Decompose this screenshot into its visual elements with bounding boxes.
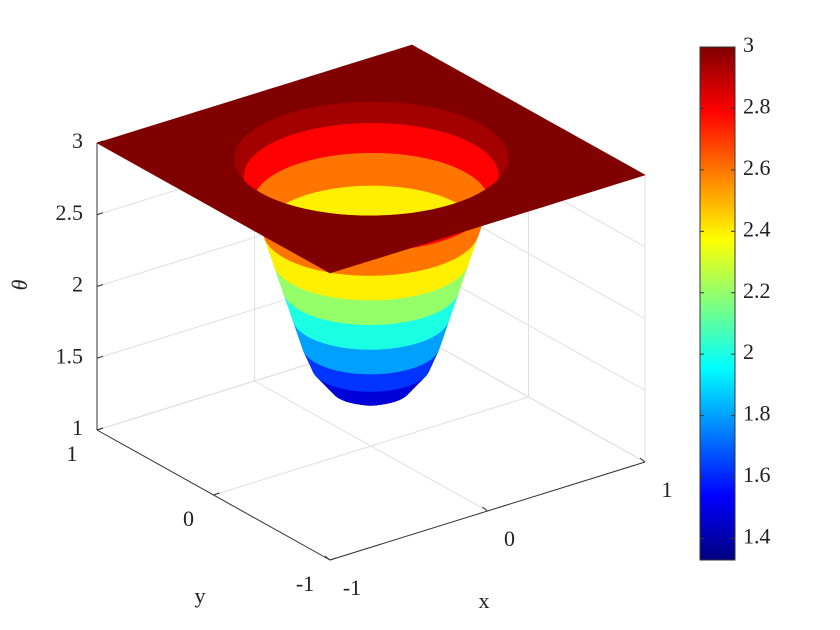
surface-plate: [329, 215, 363, 274]
surface-face: [366, 373, 374, 392]
y-tick-label: 0: [183, 506, 194, 531]
colorbar-tick-label: 1.8: [743, 401, 771, 426]
x-tick: [639, 457, 646, 463]
surface-face: [373, 274, 384, 301]
z-tick-label: 2: [72, 272, 83, 297]
x-tick-label: 0: [504, 526, 515, 551]
surface-face: [367, 152, 379, 187]
colorbar-tick-label: 2.6: [743, 155, 771, 180]
z-tick-label: 3: [72, 128, 83, 153]
z-axis-label: θ: [7, 279, 32, 290]
surface-face: [380, 298, 391, 325]
surface-face: [358, 185, 369, 220]
surface-face: [367, 185, 378, 220]
y-tick-label: 1: [67, 441, 78, 466]
colorbar-tick-label: 1.4: [743, 524, 771, 549]
y-axis-label: y: [195, 583, 206, 608]
surface-face: [372, 324, 382, 350]
surface-face: [355, 101, 368, 125]
x-tick: [482, 506, 488, 512]
axes-front: 1 1.5 2 2.5 3 -1 0 1 -1 0 1 1.4 1.6 1.8 2 2.2 2.4 2.6 2.8 3: [56, 32, 771, 600]
surface-face: [364, 275, 375, 301]
surface: [96, 44, 646, 406]
surface-face: [357, 324, 367, 350]
colorbar-tick-label: 2.4: [743, 216, 771, 241]
surface-face: [356, 299, 366, 326]
x-tick: [324, 555, 331, 561]
surface-face: [372, 373, 380, 392]
colorbar-tick-label: 3: [743, 32, 754, 57]
y-tick-label: -1: [296, 571, 314, 596]
colorbar: [699, 46, 736, 561]
x-axis-label: x: [479, 588, 490, 613]
surface-face: [372, 299, 383, 326]
surface-face: [356, 123, 369, 154]
colorbar-tick-label: 2.8: [743, 93, 771, 118]
surface-face: [359, 348, 368, 375]
colorbar-tick-label: 1.6: [743, 462, 771, 487]
y-tick: [329, 557, 337, 561]
surface-face: [360, 373, 368, 392]
colorbar-tick-label: 2: [743, 339, 754, 364]
surface-face: [367, 123, 380, 154]
y-tick: [213, 492, 220, 496]
x-tick-label: 1: [662, 477, 673, 502]
grid-line: [213, 396, 529, 496]
z-tick-label: 1: [72, 415, 83, 440]
z-tick: [96, 284, 104, 287]
surface-face: [354, 274, 366, 301]
y-tick: [96, 427, 104, 431]
z-tick-label: 2.5: [56, 200, 84, 225]
surface-face: [365, 349, 374, 375]
surface-face: [376, 185, 388, 220]
x-tick-label: -1: [343, 575, 361, 600]
surface-face: [377, 123, 391, 154]
colorbar-tick-label: 2.2: [743, 278, 771, 303]
z-tick: [96, 355, 104, 359]
surface-face: [365, 324, 374, 350]
surface-face: [378, 101, 392, 125]
z-tick-label: 1.5: [56, 343, 84, 368]
surface-face: [357, 152, 369, 187]
surface-face: [364, 299, 374, 326]
surface-face: [381, 274, 393, 301]
surface-face: [367, 101, 380, 124]
surface-face: [377, 152, 389, 187]
surface-face: [372, 348, 381, 375]
z-tick: [96, 212, 104, 216]
